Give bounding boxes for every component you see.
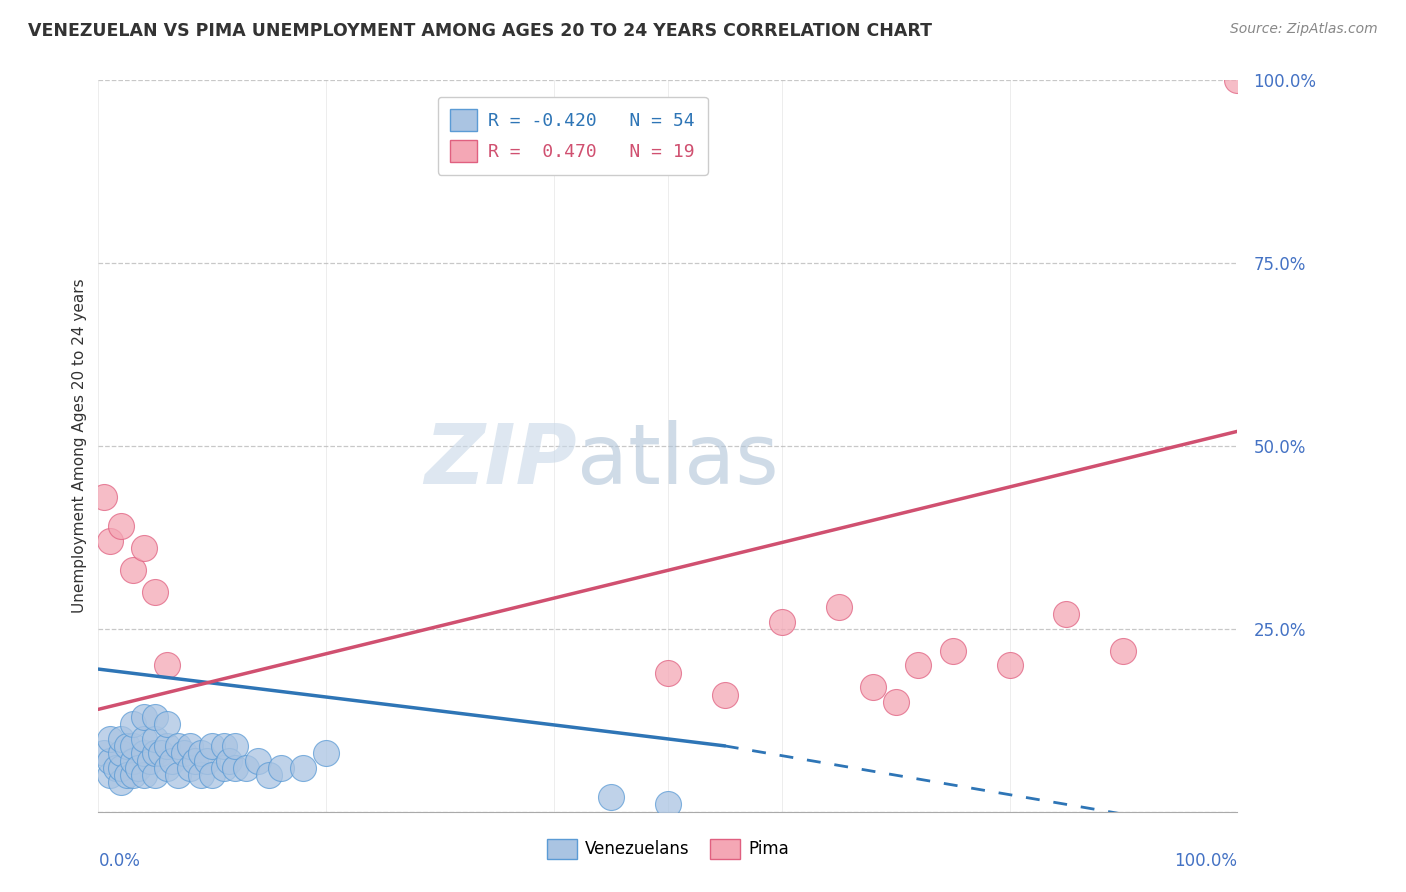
- Point: [184, 754, 207, 768]
- Point: [167, 768, 190, 782]
- Point: [212, 739, 235, 753]
- Point: [121, 739, 143, 753]
- Point: [315, 746, 337, 760]
- Point: [132, 709, 155, 723]
- Text: atlas: atlas: [576, 420, 779, 501]
- Point: [145, 746, 167, 760]
- Point: [98, 731, 121, 746]
- Point: [190, 746, 212, 760]
- Point: [98, 534, 121, 549]
- Point: [657, 665, 679, 680]
- Point: [156, 717, 179, 731]
- Point: [121, 768, 143, 782]
- Point: [190, 768, 212, 782]
- Point: [224, 761, 246, 775]
- Point: [98, 768, 121, 782]
- Point: [657, 797, 679, 812]
- Point: [150, 746, 173, 760]
- Text: 0.0%: 0.0%: [98, 852, 141, 870]
- Point: [162, 754, 184, 768]
- Point: [156, 658, 179, 673]
- Point: [167, 739, 190, 753]
- Point: [1112, 644, 1135, 658]
- Point: [270, 761, 292, 775]
- Point: [246, 754, 269, 768]
- Point: [201, 768, 224, 782]
- Point: [173, 746, 195, 760]
- Point: [259, 768, 281, 782]
- Point: [235, 761, 257, 775]
- Point: [110, 731, 132, 746]
- Point: [121, 717, 143, 731]
- Point: [714, 688, 737, 702]
- Point: [132, 768, 155, 782]
- Legend: Venezuelans, Pima: Venezuelans, Pima: [540, 832, 796, 865]
- Text: ZIP: ZIP: [425, 420, 576, 501]
- Text: VENEZUELAN VS PIMA UNEMPLOYMENT AMONG AGES 20 TO 24 YEARS CORRELATION CHART: VENEZUELAN VS PIMA UNEMPLOYMENT AMONG AG…: [28, 22, 932, 40]
- Point: [942, 644, 965, 658]
- Point: [1226, 73, 1249, 87]
- Point: [145, 709, 167, 723]
- Point: [110, 519, 132, 533]
- Point: [224, 739, 246, 753]
- Point: [110, 761, 132, 775]
- Point: [121, 563, 143, 577]
- Point: [132, 731, 155, 746]
- Point: [145, 768, 167, 782]
- Point: [110, 746, 132, 760]
- Point: [104, 761, 127, 775]
- Point: [179, 761, 201, 775]
- Y-axis label: Unemployment Among Ages 20 to 24 years: Unemployment Among Ages 20 to 24 years: [72, 278, 87, 614]
- Point: [98, 754, 121, 768]
- Point: [600, 790, 623, 805]
- Point: [179, 739, 201, 753]
- Point: [93, 490, 115, 504]
- Point: [1054, 607, 1078, 622]
- Point: [828, 599, 851, 614]
- Point: [138, 754, 160, 768]
- Text: 100.0%: 100.0%: [1174, 852, 1237, 870]
- Point: [218, 754, 240, 768]
- Point: [862, 681, 884, 695]
- Point: [93, 746, 115, 760]
- Point: [201, 739, 224, 753]
- Point: [145, 585, 167, 599]
- Point: [127, 761, 149, 775]
- Point: [156, 739, 179, 753]
- Point: [907, 658, 929, 673]
- Point: [132, 746, 155, 760]
- Point: [292, 761, 315, 775]
- Point: [156, 761, 179, 775]
- Point: [115, 768, 138, 782]
- Point: [132, 541, 155, 556]
- Point: [115, 739, 138, 753]
- Point: [110, 775, 132, 789]
- Text: Source: ZipAtlas.com: Source: ZipAtlas.com: [1230, 22, 1378, 37]
- Point: [145, 731, 167, 746]
- Point: [121, 754, 143, 768]
- Point: [770, 615, 793, 629]
- Point: [884, 695, 907, 709]
- Point: [998, 658, 1021, 673]
- Point: [212, 761, 235, 775]
- Point: [195, 754, 218, 768]
